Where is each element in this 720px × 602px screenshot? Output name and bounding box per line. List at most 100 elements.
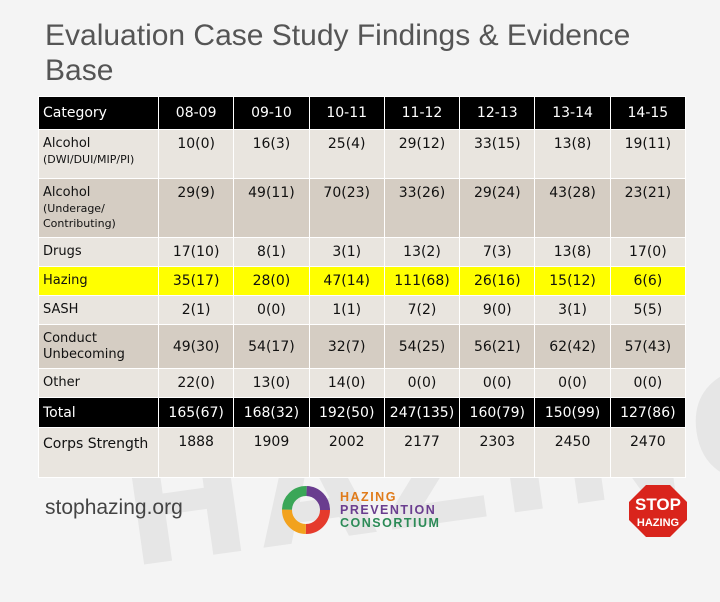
findings-table: Category 08-09 09-10 10-11 11-12 12-13 1… [38, 96, 687, 478]
value-cell: 127(86) [609, 397, 687, 428]
value-cell: 13(2) [383, 237, 461, 267]
value-cell: 35(17) [157, 266, 235, 296]
category-label: Hazing [43, 273, 88, 288]
value-cell: 13(8) [534, 129, 611, 179]
value-cell: 7(3) [459, 237, 536, 267]
table-row: Corps Strength 1888 1909 2002 2177 2303 … [38, 427, 687, 478]
value-cell: 192(50) [308, 397, 385, 428]
table-row: Alcohol (DWI/DUI/MIP/PI) 10(0) 16(3) 25(4… [38, 129, 687, 179]
category-cell: Drugs [38, 237, 159, 267]
value-cell: 25(4) [308, 129, 385, 179]
value-cell: 168(32) [233, 397, 310, 428]
category-label: Conduct Unbecoming [43, 331, 125, 362]
table-row: SASH 2(1) 0(0) 1(1) 7(2) 9(0) 3(1) 5(5) [38, 295, 687, 325]
value-cell: 2(1) [157, 295, 235, 325]
value-cell: 3(1) [308, 237, 385, 267]
consortium-word: PREVENTION [340, 502, 437, 517]
category-cell: Total [38, 397, 159, 428]
category-label: Alcohol [43, 185, 91, 200]
value-cell: 57(43) [609, 324, 687, 369]
value-cell: 15(12) [534, 266, 611, 296]
value-cell: 2177 [383, 427, 461, 478]
value-cell: 32(7) [308, 324, 385, 369]
column-header: 11-12 [383, 96, 461, 130]
consortium-ring-icon [282, 486, 330, 534]
category-cell: Corps Strength [38, 427, 159, 478]
value-cell: 17(0) [609, 237, 687, 267]
value-cell: 49(11) [233, 178, 310, 238]
value-cell: 0(0) [233, 295, 310, 325]
value-cell: 16(3) [233, 129, 310, 179]
value-cell: 1909 [233, 427, 310, 478]
column-header: 09-10 [233, 96, 310, 130]
consortium-wordmark: HAZING PREVENTION CONSORTIUM [340, 489, 441, 530]
category-cell: Alcohol (DWI/DUI/MIP/PI) [38, 129, 159, 179]
value-cell: 28(0) [233, 266, 310, 296]
value-cell: 54(17) [233, 324, 310, 369]
value-cell: 29(12) [383, 129, 461, 179]
table-row: Alcohol (Underage/ Contributing) 29(9) 49… [38, 178, 687, 238]
stop-hazing-logo: STOP HAZING [629, 485, 687, 537]
value-cell: 13(8) [534, 237, 611, 267]
value-cell: 111(68) [383, 266, 461, 296]
stop-logo-line2: HAZING [637, 517, 679, 529]
category-cell: Alcohol (Underage/ Contributing) [38, 178, 159, 238]
page-title: Evaluation Case Study Findings & Evidenc… [45, 19, 631, 87]
value-cell: 23(21) [609, 178, 687, 238]
value-cell: 29(24) [459, 178, 536, 238]
category-cell: Hazing [38, 266, 159, 296]
category-label: Corps Strength [43, 436, 149, 452]
table-row: Drugs 17(10) 8(1) 3(1) 13(2) 7(3) 13(8) … [38, 237, 687, 267]
value-cell: 2002 [308, 427, 385, 478]
value-cell: 29(9) [157, 178, 235, 238]
value-cell: 6(6) [609, 266, 687, 296]
value-cell: 9(0) [459, 295, 536, 325]
value-cell: 160(79) [459, 397, 536, 428]
value-cell: 165(67) [157, 397, 235, 428]
value-cell: 2470 [609, 427, 687, 478]
value-cell: 22(0) [157, 368, 235, 398]
hazing-prevention-consortium-logo: HAZING PREVENTION CONSORTIUM [280, 484, 440, 536]
column-header: Category [38, 96, 159, 130]
category-sublabel: (Underage/ Contributing) [43, 202, 116, 230]
consortium-word: CONSORTIUM [340, 515, 441, 530]
value-cell: 247(135) [383, 397, 461, 428]
stop-logo-line1: STOP [635, 495, 681, 514]
category-cell: Other [38, 368, 159, 398]
value-cell: 26(16) [459, 266, 536, 296]
value-cell: 150(99) [534, 397, 611, 428]
website-url[interactable]: stophazing.org [45, 496, 183, 519]
value-cell: 19(11) [609, 129, 687, 179]
value-cell: 10(0) [157, 129, 235, 179]
value-cell: 49(30) [157, 324, 235, 369]
column-header: 14-15 [609, 96, 687, 130]
value-cell: 2450 [534, 427, 611, 478]
category-label: Drugs [43, 244, 82, 259]
category-label: Total [43, 404, 76, 421]
category-label: Other [43, 375, 80, 390]
category-label: SASH [43, 302, 79, 317]
value-cell: 0(0) [609, 368, 687, 398]
value-cell: 13(0) [233, 368, 310, 398]
value-cell: 0(0) [459, 368, 536, 398]
value-cell: 14(0) [308, 368, 385, 398]
consortium-word: HAZING [340, 489, 397, 504]
value-cell: 33(15) [459, 129, 536, 179]
value-cell: 33(26) [383, 178, 461, 238]
category-label: Alcohol [43, 136, 91, 151]
value-cell: 1888 [157, 427, 235, 478]
value-cell: 3(1) [534, 295, 611, 325]
value-cell: 5(5) [609, 295, 687, 325]
column-header: 13-14 [534, 96, 611, 130]
value-cell: 0(0) [534, 368, 611, 398]
table-header-row: Category 08-09 09-10 10-11 11-12 12-13 1… [38, 96, 687, 130]
value-cell: 2303 [459, 427, 536, 478]
value-cell: 56(21) [459, 324, 536, 369]
value-cell: 17(10) [157, 237, 235, 267]
value-cell: 47(14) [308, 266, 385, 296]
column-header: 08-09 [157, 96, 235, 130]
category-sublabel: (DWI/DUI/MIP/PI) [43, 153, 135, 166]
table-row-highlighted: Hazing 35(17) 28(0) 47(14) 111(68) 26(16… [38, 266, 687, 296]
column-header: 10-11 [308, 96, 385, 130]
value-cell: 70(23) [308, 178, 385, 238]
